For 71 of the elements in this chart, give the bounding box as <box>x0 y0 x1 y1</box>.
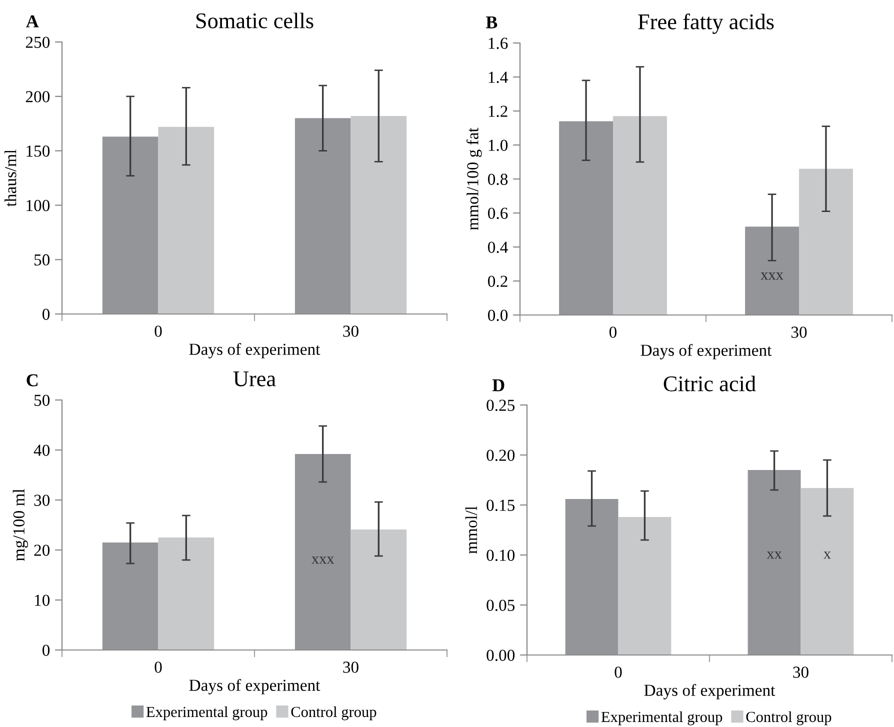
annotation: xx <box>766 552 782 559</box>
y-tick-label: 150 <box>26 146 50 157</box>
bar <box>158 538 214 650</box>
bar <box>799 168 853 315</box>
bar <box>748 470 801 655</box>
x-axis-title: Days of experiment <box>644 684 776 700</box>
chart-title: Free fatty acids <box>638 13 774 34</box>
bar <box>800 488 854 655</box>
y-tick-label: 40 <box>34 444 50 456</box>
y-tick-label: 20 <box>34 544 50 556</box>
y-tick-label: 0 <box>42 308 50 320</box>
annotation: xxx <box>312 556 334 564</box>
x-tick-label: 30 <box>343 662 358 673</box>
bar <box>565 499 618 655</box>
text: B <box>486 16 498 28</box>
text: A <box>26 15 39 28</box>
y-tick-label: 0.15 <box>486 500 515 512</box>
annotation: x <box>824 552 831 559</box>
y-axis-title: mmol/100 g fat <box>466 128 482 230</box>
x-axis-title: Days of experiment <box>640 344 772 360</box>
y-tick-label: 250 <box>26 36 50 48</box>
y-axis-title: thaus/ml <box>4 150 16 207</box>
x-tick-label: 0 <box>609 326 617 338</box>
text: D <box>492 379 504 392</box>
chart-title: Urea <box>233 372 276 386</box>
y-tick-label: 1.2 <box>488 106 508 118</box>
bar <box>618 517 672 655</box>
chart-title: Citric acid <box>664 376 756 392</box>
y-tick-label: 0.20 <box>486 450 515 462</box>
y-tick-label: 0.0 <box>488 310 508 322</box>
y-tick-label: 1.4 <box>488 72 508 84</box>
y-tick-label: 0.4 <box>488 242 508 254</box>
y-tick-label: 0.10 <box>486 550 515 562</box>
legend-label: Control group <box>291 706 376 720</box>
text: C <box>26 374 38 386</box>
y-tick-label: 100 <box>26 200 50 212</box>
y-tick-label: 30 <box>34 494 50 506</box>
legend-label: Experimental group <box>146 706 268 720</box>
annotation: xxx <box>760 272 784 280</box>
y-tick-label: 1.0 <box>488 140 508 152</box>
bar <box>294 454 351 650</box>
y-axis-title: mg/100 ml <box>12 488 28 561</box>
y-tick-label: 200 <box>26 91 50 102</box>
x-axis-title: Days of experiment <box>189 679 320 694</box>
x-tick-label: 30 <box>343 326 358 337</box>
y-tick-label: 0.8 <box>488 174 508 186</box>
x-tick-label: 30 <box>791 326 807 338</box>
bar <box>613 116 667 315</box>
y-tick-label: 10 <box>34 594 50 606</box>
bar <box>350 530 407 650</box>
x-axis-title: Days of experiment <box>189 343 320 358</box>
bar <box>745 226 799 315</box>
y-tick-label: 1.6 <box>488 38 508 50</box>
bar <box>559 121 613 315</box>
x-tick-label: 30 <box>793 666 808 678</box>
y-tick-label: 0.6 <box>488 208 508 220</box>
legend-label: Experimental group <box>601 711 722 726</box>
y-tick-label: 0.25 <box>486 400 515 412</box>
y-tick-label: 0.00 <box>486 650 515 662</box>
chart-title: Somatic cells <box>196 12 314 28</box>
x-tick-label: 0 <box>154 662 162 673</box>
x-tick-label: 0 <box>154 326 162 337</box>
y-tick-label: 50 <box>34 394 50 406</box>
x-tick-label: 0 <box>614 666 622 678</box>
y-tick-label: 50 <box>34 254 50 266</box>
y-tick-label: 0.2 <box>488 276 508 288</box>
y-axis-title: mmol/l <box>465 506 478 554</box>
y-tick-label: 0 <box>42 644 50 656</box>
y-tick-label: 0.05 <box>486 600 515 612</box>
legend-label: Control group <box>746 711 832 726</box>
bar <box>102 542 158 650</box>
